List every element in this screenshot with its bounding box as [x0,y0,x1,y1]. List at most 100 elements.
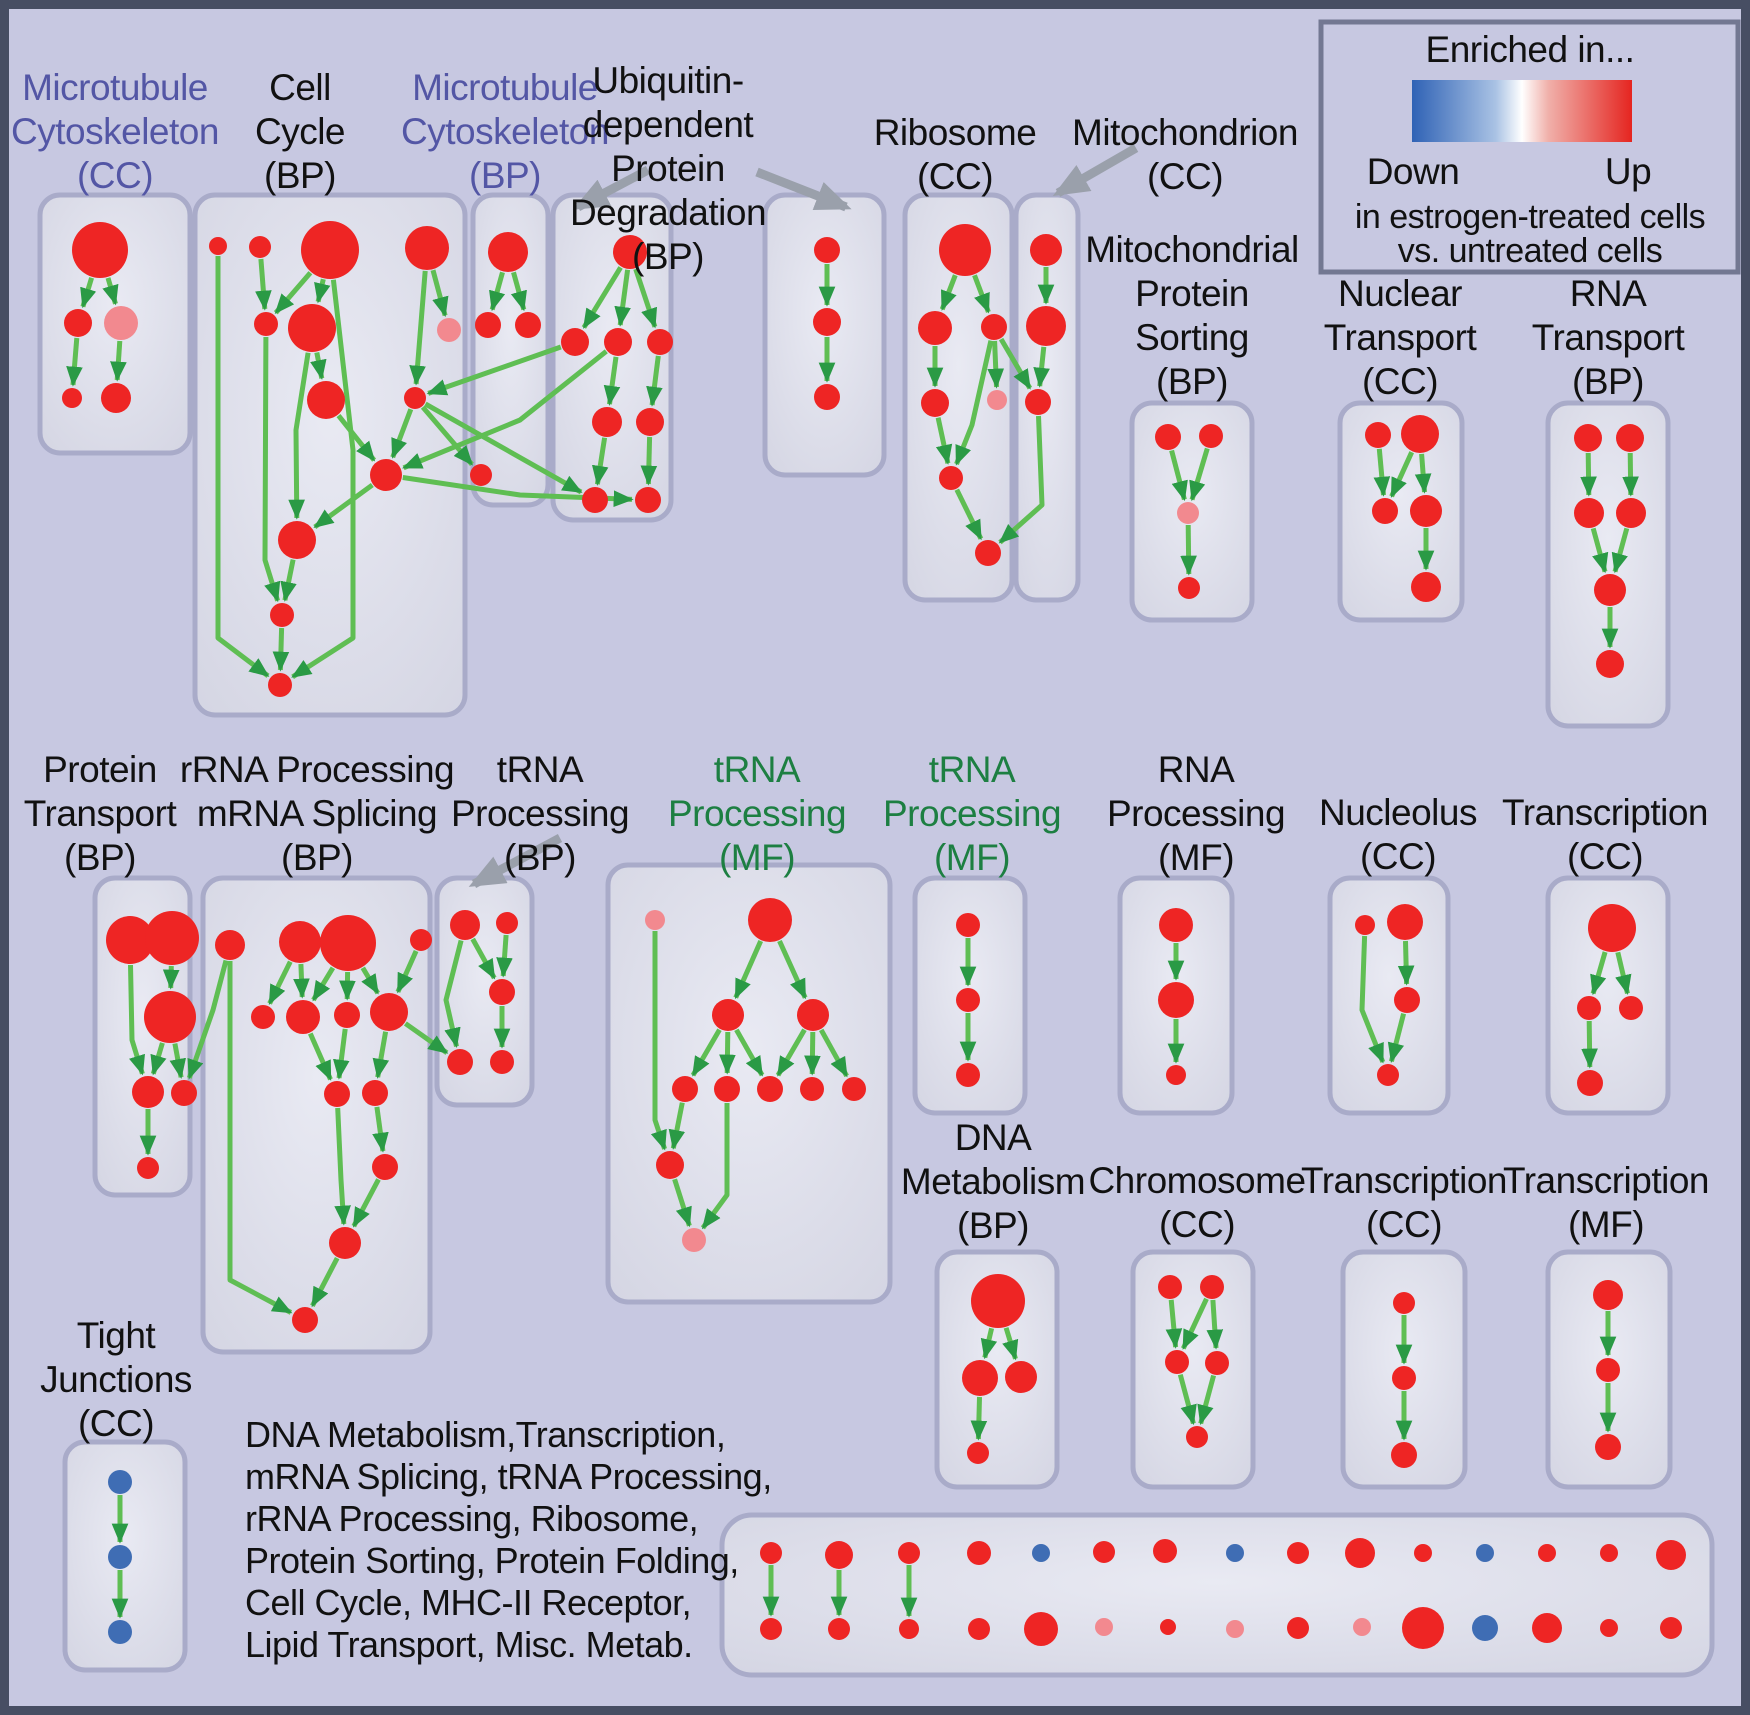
edge-c3-to-c5 [1177,1373,1197,1426]
edge-Q-to-m2 [777,939,808,1000]
edge-mito.M3-to-ribosome.R6 [998,415,1045,545]
edge-sp-to-s3 [1180,524,1197,576]
node-trna_mf_small-y3 [956,1063,980,1087]
edge-u3-to-u5 [1590,527,1609,574]
edge-f-to-k [288,352,311,520]
node-rrna-H4 [370,993,408,1031]
edge-R4-to-R5 [935,417,953,465]
node-mito_sort-s3 [1178,577,1200,599]
edge-f-to-h [310,352,327,381]
edge-T-to-U [489,271,506,312]
bottom-note: DNA Metabolism,Transcription, mRNA Splici… [245,1414,772,1665]
node-mito_sort-sp [1177,502,1199,524]
node-rna_transport-u1 [1574,424,1602,452]
title-protein-transport: Protein Transport (BP) [24,749,178,878]
node-mt_cc-B [64,309,92,337]
node-summary-B4 [968,1618,990,1640]
node-protein_transport-F2 [137,1157,159,1179]
node-dna_metab-rt [1005,1361,1037,1393]
node-ub_a-q1 [561,328,589,356]
node-tight-j3 [108,1620,132,1644]
node-chromosome-c1 [1158,1275,1182,1299]
edge-G2-to-H1 [267,960,293,1005]
edge-G3-to-H4 [360,966,380,995]
node-trna_mf_big-m2 [797,999,829,1031]
edge-C-to-E [110,340,127,382]
edge-rrna.G1-to-protein_transport.E2 [186,959,229,1080]
edge-m1-to-r3 [734,1028,765,1077]
node-mt_bp-V [515,312,541,338]
edge-q3-to-s2 [646,355,663,407]
title-mitochondrion: Mitochondrion (CC) [1072,112,1298,197]
node-summary-B12 [1472,1615,1498,1641]
node-transcription_cc_up-rt [1619,996,1643,1020]
node-cell_cycle-k [278,521,316,559]
node-summary-B2 [828,1618,850,1640]
title-dna-metab: DNA Metabolism (BP) [901,1117,1085,1246]
node-ribosome-Rp [987,390,1007,410]
node-trna_mf_big-r4 [800,1077,824,1101]
node-summary-B6 [1095,1618,1113,1636]
node-ub_a-s1 [592,407,622,437]
node-cell_cycle-i [404,387,426,409]
node-rrna-L [372,1154,398,1180]
edge-r2-to-pb [700,1103,730,1230]
category-box-rrna [200,875,433,1355]
edge-n2-to-n4 [1414,453,1432,494]
node-cell_cycle-e [254,312,278,336]
node-summary-T4 [967,1541,991,1565]
node-summary-T7 [1153,1539,1177,1563]
node-nucleolus-TL [1355,915,1375,935]
edge-v2-to-v3 [496,934,513,978]
title-ribosome: Ribosome (CC) [874,112,1037,197]
edge-C2-to-E2 [169,1043,186,1079]
node-ub_b-x1 [814,237,840,263]
node-summary-B3 [899,1619,919,1639]
node-trna_mf_big-pb [682,1228,706,1252]
label-pointer-arrow-3 [468,834,563,888]
node-rrna-K [292,1307,318,1333]
node-trna_bp-v3 [489,979,515,1005]
node-nucleolus-TR [1387,904,1423,940]
edge-c-to-f [314,278,331,304]
node-rrna-H3 [334,1002,360,1028]
node-transcription_cc_low-t3 [1391,1442,1417,1468]
node-rrna-G3 [320,915,376,971]
node-trna_mf_big-p0 [645,910,665,930]
category-box-transcription_cc_up [1545,875,1671,1116]
node-cell_cycle-m [268,673,292,697]
node-cell_cycle-l [270,603,294,627]
legend-subtitle-2: vs. untreated cells [1398,232,1663,270]
node-trna_mf_big-r1 [672,1076,698,1102]
edge-s2-to-sp [1189,447,1210,502]
node-ribosome-R3 [981,314,1007,340]
node-summary-B13 [1532,1613,1562,1643]
node-mt_cc-E [101,383,131,413]
node-summary-T11 [1414,1544,1432,1562]
node-trna_bp-v2 [496,912,518,934]
edge-I2-to-L [372,1106,389,1153]
node-summary-T15 [1656,1540,1686,1570]
node-summary-T6 [1093,1541,1115,1563]
edge-c4-to-c5 [1197,1374,1217,1426]
title-ubiquitin: Ubiquitin-dependent Protein Degradation (BP… [570,60,766,277]
legend-gradient-bar [1412,80,1632,142]
node-mt_cc-A [72,222,128,278]
node-summary-T10 [1345,1538,1375,1568]
edge-s1-to-sp [1169,449,1188,502]
node-trna_bp-v1 [450,910,480,940]
title-mito-sort: Mitochondrial Protein Sorting (BP) [1085,229,1299,402]
node-trna_mf_big-r2 [714,1076,740,1102]
node-rna_mf-z1 [1159,908,1193,942]
legend-down-label: Down [1367,151,1460,192]
node-mito-M2 [1026,306,1066,346]
node-cell_cycle-g [437,318,461,342]
node-transcription_mf-f2 [1596,1358,1620,1382]
title-transcription-cc-low: Transcription (CC) [1301,1160,1507,1245]
edge-ub_a.q2-to-cell_cycle.j [402,349,608,471]
category-box-dna_metab [934,1249,1060,1490]
node-ribosome-R6 [975,540,1001,566]
node-nuclear-n3 [1372,498,1398,524]
node-transcription_mf-f1 [1593,1280,1623,1310]
